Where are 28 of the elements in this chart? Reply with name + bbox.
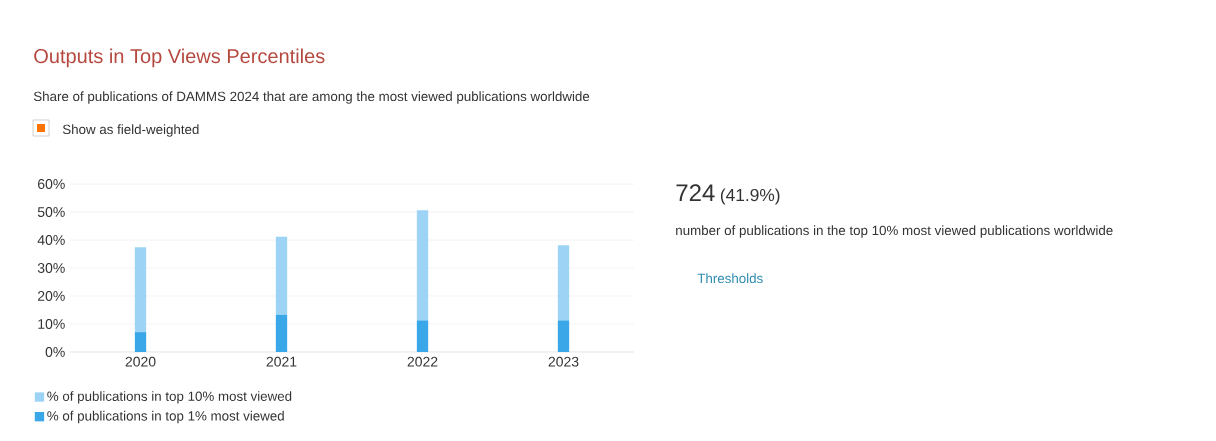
bar [275, 314, 288, 352]
y-tick-label: 40% [37, 235, 65, 245]
chart-title: Outputs in Top Views Percentiles [34, 48, 325, 68]
bar [416, 320, 429, 352]
y-tick-label: 0% [45, 347, 65, 357]
bar [557, 245, 570, 321]
legend-label: % of publications in top 1% most viewed [47, 410, 284, 424]
bar [557, 320, 570, 352]
x-tick-label: 2023 [548, 356, 579, 367]
bar [134, 247, 147, 333]
x-tick-label: 2021 [266, 356, 297, 367]
y-tick-label: 60% [37, 179, 65, 189]
y-tick-label: 10% [38, 319, 65, 329]
legend-label: % of publications in top 10% most viewed [47, 391, 292, 404]
chart-subtitle: Share of publications of DAMMS 2024 that are among the most viewed publications worldwide [33, 91, 590, 104]
text: 724 [676, 184, 715, 201]
y-tick-label: 50% [37, 207, 65, 217]
bar [134, 332, 147, 352]
bar [416, 210, 429, 321]
text: (41.9%) [720, 188, 780, 205]
text: Thresholds [697, 273, 763, 284]
y-tick-label: 20% [37, 291, 65, 301]
x-tick-label: 2020 [125, 356, 156, 367]
y-tick-label: 30% [37, 263, 65, 273]
text: number of publications in the top 10% most viewed publications worldwide [676, 225, 1113, 238]
text: Show as field-weighted [62, 124, 199, 137]
bar [275, 236, 288, 315]
x-tick-label: 2022 [407, 356, 438, 367]
